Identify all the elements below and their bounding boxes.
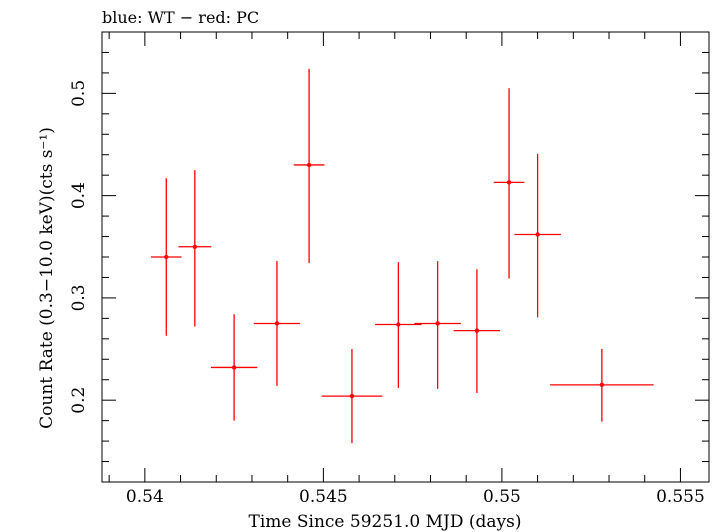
- data-point: [321, 349, 383, 444]
- data-point: [253, 261, 301, 386]
- data-point: [178, 170, 212, 327]
- data-points: [150, 68, 654, 444]
- data-point: [150, 178, 182, 336]
- data-point: [514, 153, 561, 318]
- point-marker: [164, 254, 169, 260]
- x-tick-label: 0.55: [483, 487, 521, 507]
- x-axis: 0.54 0.545 0.55 0.555: [108, 32, 705, 507]
- y-tick-label: 0.3: [69, 284, 89, 311]
- point-marker: [274, 321, 280, 326]
- point-marker: [506, 180, 512, 185]
- point-marker: [535, 232, 540, 237]
- point-marker: [192, 244, 198, 249]
- x-tick-label: 0.54: [126, 487, 164, 507]
- data-point: [293, 68, 325, 264]
- x-tick-label: 0.545: [299, 487, 348, 507]
- point-marker: [599, 382, 605, 388]
- data-point: [414, 261, 461, 389]
- plot-frame: [101, 31, 710, 483]
- data-point: [493, 88, 525, 279]
- y-tick-label: 0.4: [69, 182, 89, 209]
- data-point: [375, 262, 422, 388]
- point-marker: [349, 393, 355, 399]
- x-axis-label: Time Since 59251.0 MJD (days): [249, 512, 522, 532]
- x-tick-label: 0.555: [656, 487, 705, 507]
- y-tick-label: 0.5: [69, 80, 89, 107]
- point-marker: [474, 328, 480, 333]
- y-axis: 0.2 0.3 0.4 0.5: [69, 31, 709, 483]
- point-marker: [396, 322, 401, 327]
- y-tick-label: 0.2: [69, 387, 89, 414]
- chart-title: blue: WT − red: PC: [102, 8, 259, 27]
- data-point: [210, 314, 258, 421]
- point-marker: [435, 321, 440, 326]
- data-point: [453, 269, 501, 394]
- data-point: [550, 349, 654, 422]
- point-marker: [231, 365, 237, 370]
- y-axis-label: Count Rate (0.3−10.0 keV)(cts s⁻¹): [37, 127, 57, 429]
- point-marker: [306, 162, 312, 168]
